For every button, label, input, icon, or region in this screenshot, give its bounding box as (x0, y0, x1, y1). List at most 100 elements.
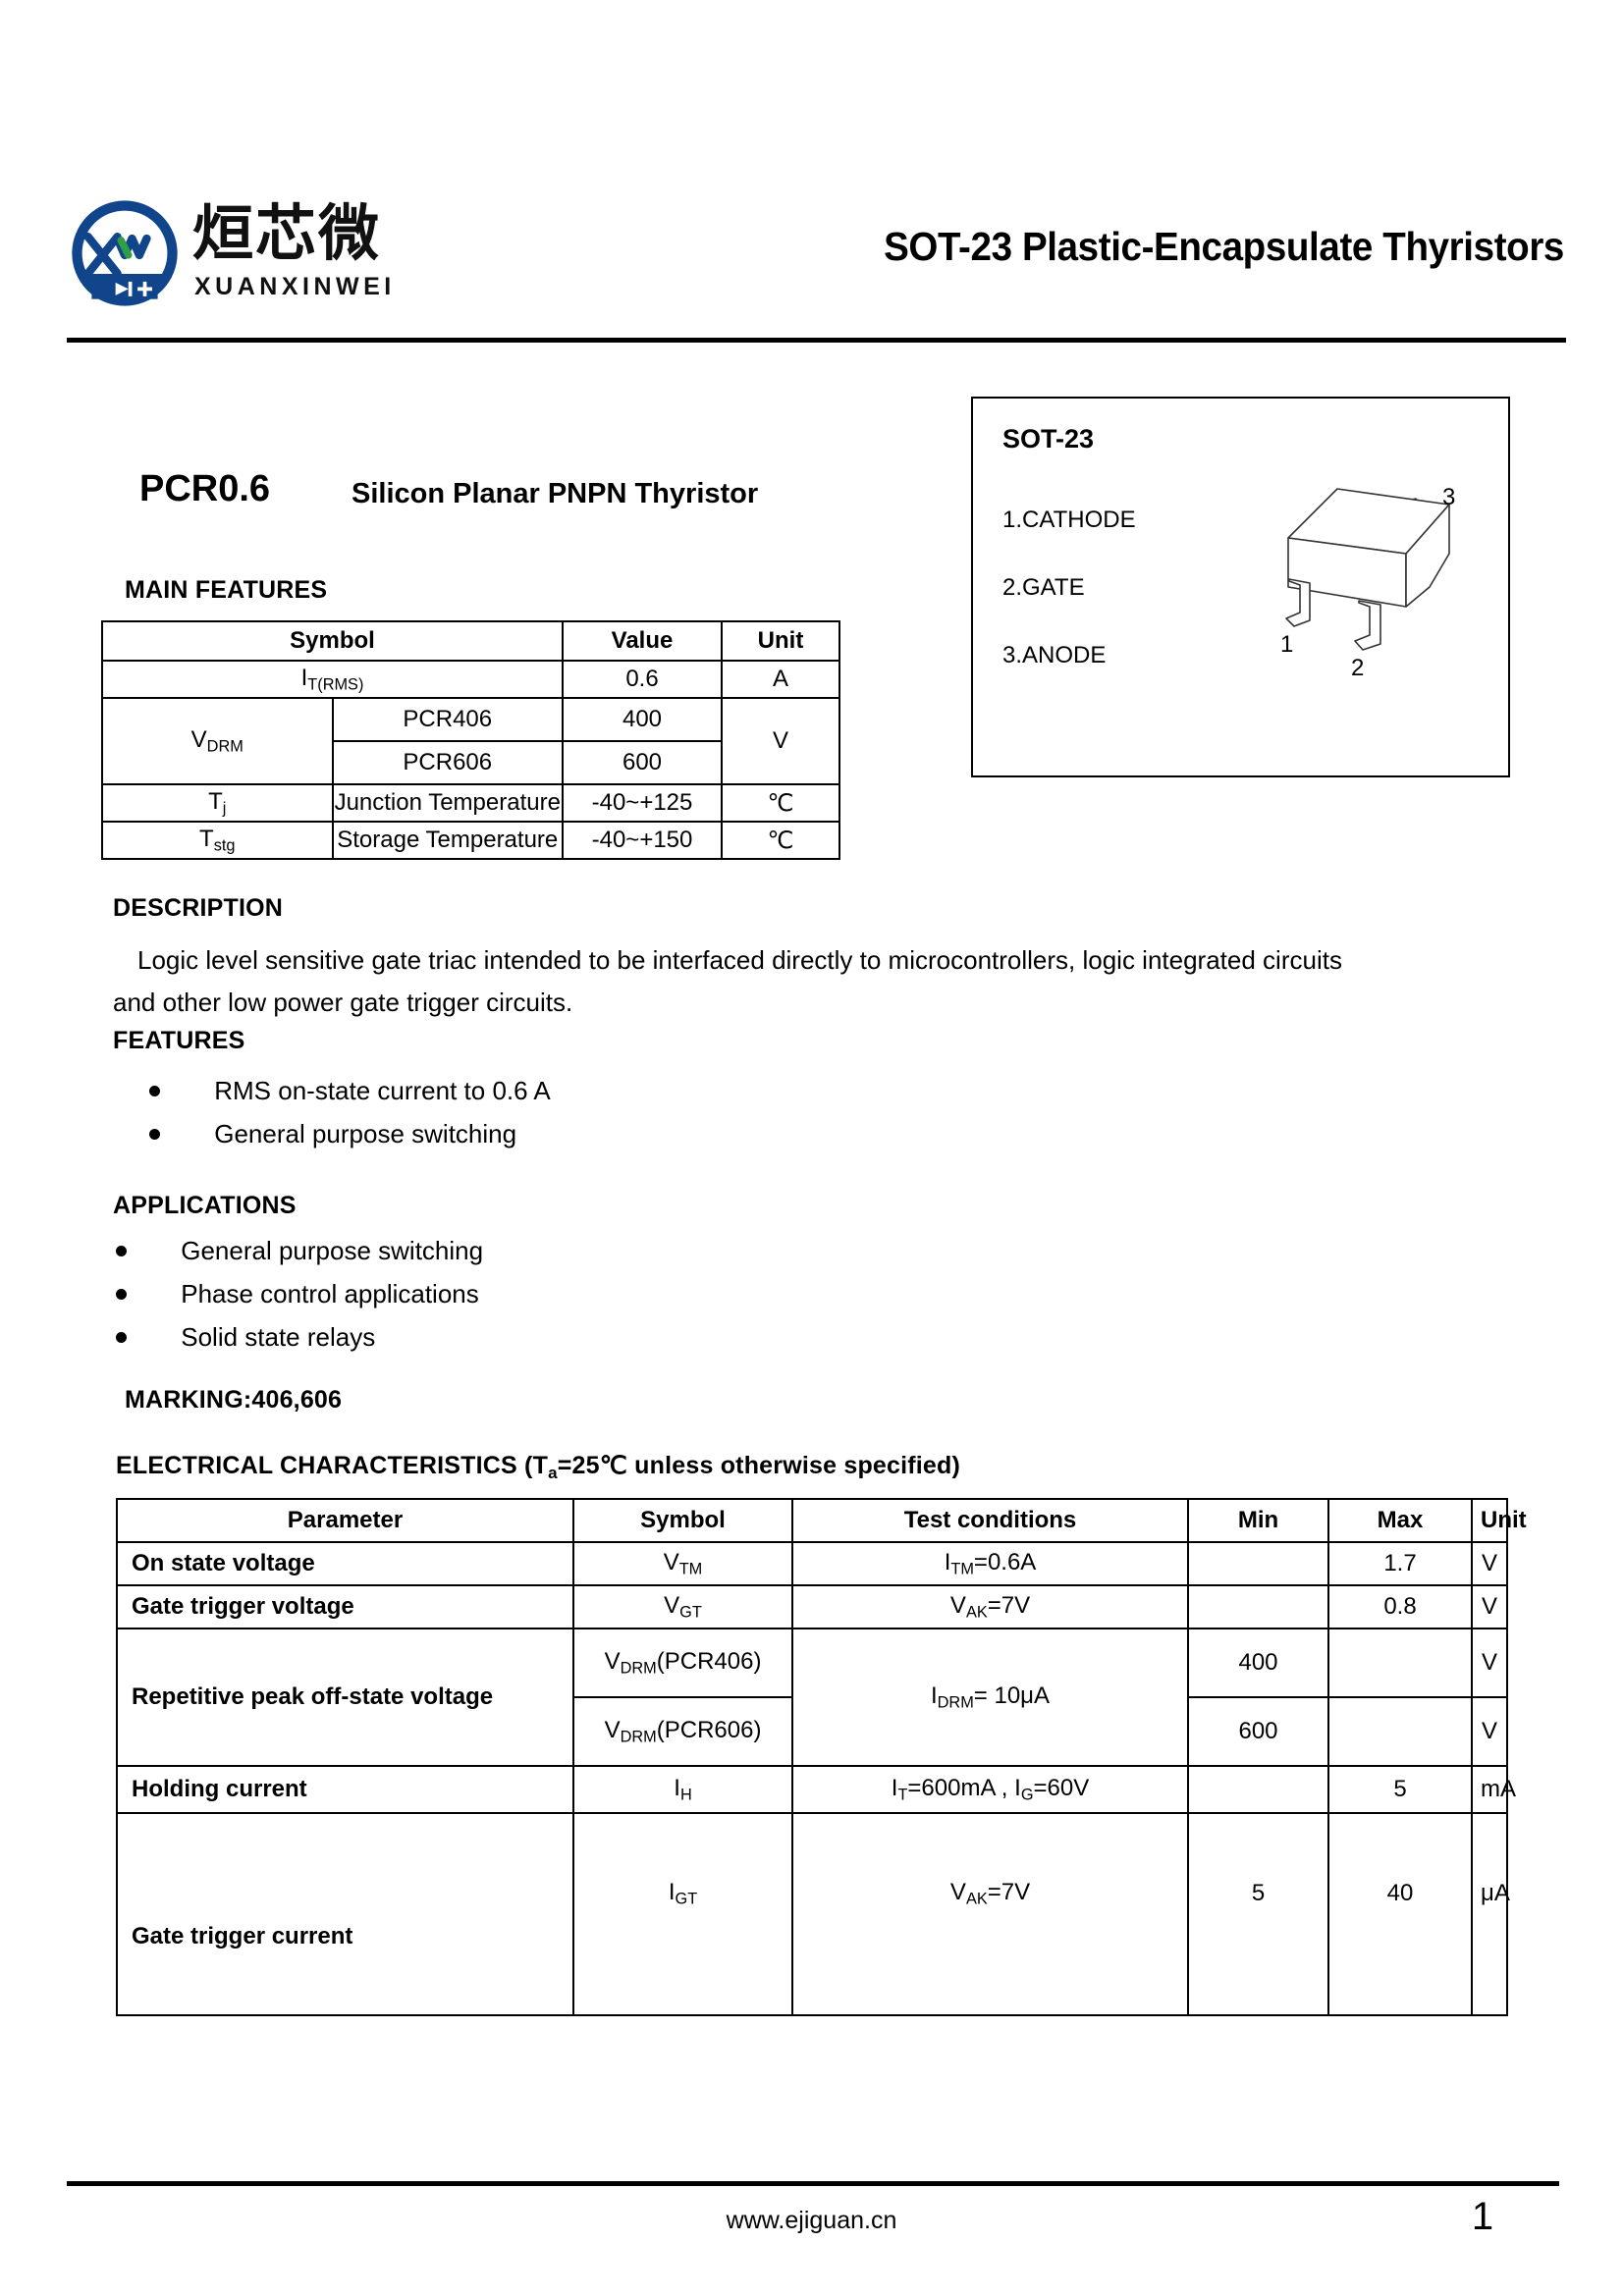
application-text: Solid state relays (181, 1322, 376, 1352)
cell-symbol: Tj (101, 783, 334, 823)
sot23-package-3d-icon: 3 1 2 (1280, 484, 1455, 681)
symbol-sub: DRM (620, 1659, 657, 1678)
page-number: 1 (1471, 2195, 1494, 2238)
table-row: Repetitive peak off-state voltage VDRM(P… (116, 1628, 1508, 1767)
table-row: VDRM PCR406 400 V (101, 697, 840, 785)
footer-url: www.ejiguan.cn (726, 2207, 897, 2234)
cell-value: -40~+125 (562, 783, 723, 823)
table-row: Holding current IH IT=600mA , IG=60V 5 m… (116, 1765, 1516, 1814)
col-value: Value (562, 620, 723, 662)
marking-label: MARKING:406,606 (125, 1386, 343, 1414)
symbol-main: V (604, 1716, 621, 1743)
page-header: 烜芯微 XUANXINWEI SOT-23 Plastic-Encapsulat… (67, 192, 1566, 342)
applications-heading: APPLICATIONS (113, 1192, 297, 1219)
cell-sub-label: PCR606 (331, 740, 564, 785)
cell-test-condition: IDRM= 10μA (791, 1628, 1189, 1767)
table-row: VDRM(PCR606) 600 V (117, 1696, 1508, 1767)
bullet-icon (116, 1332, 127, 1343)
table-row: Tstg Storage Temperature -40~+150 ℃ (101, 821, 840, 860)
description-heading: DESCRIPTION (113, 894, 284, 922)
cell-symbol: VGT (572, 1584, 793, 1629)
cell-value: 400 (562, 697, 723, 742)
symbol-sub: DRM (206, 737, 243, 756)
cond-post: =7V (987, 1878, 1031, 1905)
table-row: PCR606 600 (102, 740, 839, 785)
cell-unit: μA (1471, 1812, 1510, 2016)
main-features-table: Symbol Value Unit IT(RMS) 0.6 A VDRM PCR… (101, 620, 840, 860)
cell-unit: V (721, 697, 840, 785)
pin-label-1: 1.CATHODE (1002, 507, 1136, 533)
symbol-main: T (208, 787, 223, 815)
cell-symbol: VDRM (101, 697, 334, 785)
cell-parameter: Gate trigger voltage (116, 1584, 574, 1629)
cell-symbol: IH (572, 1765, 793, 1814)
cell-max (1327, 1628, 1473, 1698)
cell-unit: V (1471, 1584, 1508, 1629)
cond-post: =7V (987, 1591, 1031, 1619)
cell-value: 0.6 (562, 660, 723, 699)
cell-parameter: Holding current (116, 1765, 574, 1814)
company-logo: 烜芯微 XUANXINWEI (67, 192, 440, 310)
symbol-main: V (664, 1591, 680, 1619)
bullet-icon (149, 1086, 160, 1096)
cell-max (1327, 1696, 1473, 1767)
cell-label: Junction Temperature (331, 783, 564, 823)
col-unit: Unit (1471, 1498, 1527, 1543)
cell-unit: A (721, 660, 840, 699)
cell-unit: V (1471, 1541, 1508, 1586)
cell-min (1187, 1584, 1329, 1629)
ec-heading-pre: ELECTRICAL CHARACTERISTICS (T (116, 1452, 549, 1479)
brand-name-cn: 烜芯微 (192, 197, 382, 269)
application-text: General purpose switching (181, 1236, 484, 1265)
cell-test-condition: ITM=0.6A (791, 1541, 1189, 1586)
part-number: PCR0.6 (139, 468, 271, 509)
cell-symbol: Tstg (101, 821, 334, 860)
electrical-characteristics-table: Parameter Symbol Test conditions Min Max… (116, 1498, 1527, 2016)
description-line-2: and other low power gate trigger circuit… (113, 988, 573, 1017)
symbol-sub: TM (678, 1560, 703, 1578)
header-divider (67, 338, 1566, 343)
col-max: Max (1327, 1498, 1473, 1543)
cell-value: 600 (562, 740, 723, 785)
cell-min (1187, 1765, 1329, 1814)
cell-max: 40 (1327, 1812, 1473, 2016)
symbol-post: (PCR606) (656, 1716, 762, 1743)
list-item: Solid state relays (116, 1322, 375, 1353)
table-header-row: Parameter Symbol Test conditions Min Max… (116, 1498, 1527, 1543)
symbol-sub: T(RMS) (307, 675, 364, 694)
footer-divider (67, 2181, 1559, 2186)
col-symbol: Symbol (101, 620, 564, 662)
table-header-row: Symbol Value Unit (101, 620, 840, 662)
col-symbol: Symbol (572, 1498, 793, 1543)
cell-sub-label: PCR406 (331, 697, 564, 742)
cell-symbol: IT(RMS) (101, 660, 564, 699)
cell-unit: ℃ (721, 821, 840, 860)
cell-unit: ℃ (721, 783, 840, 823)
table-row: Gate trigger voltage VGT VAK=7V 0.8 V (116, 1584, 1508, 1629)
cell-max: 1.7 (1327, 1541, 1473, 1586)
table-row: Gate trigger current IGT VAK=7V 5 40 μA (116, 1812, 1510, 2016)
cell-min: 400 (1187, 1628, 1329, 1698)
list-item: RMS on-state current to 0.6 A (149, 1076, 551, 1106)
symbol-sub: H (679, 1786, 692, 1804)
cell-symbol: VDRM(PCR606) (572, 1696, 793, 1767)
features-heading: FEATURES (113, 1027, 245, 1054)
col-min: Min (1187, 1498, 1329, 1543)
feature-text: RMS on-state current to 0.6 A (214, 1076, 551, 1105)
cell-unit: V (1471, 1696, 1508, 1767)
cell-test-condition: VAK=7V (791, 1584, 1189, 1629)
xw-circle-diode-logo-icon (72, 200, 178, 306)
brand-name-en: XUANXINWEI (194, 273, 396, 300)
cond-main: I (930, 1682, 938, 1709)
cell-max: 0.8 (1327, 1584, 1473, 1629)
description-line-1: Logic level sensitive gate triac intende… (137, 945, 1342, 975)
col-parameter: Parameter (116, 1498, 574, 1543)
pin-number-1: 1 (1280, 631, 1293, 658)
symbol-sub: GT (679, 1603, 702, 1622)
table-row: On state voltage VTM ITM=0.6A 1.7 V (116, 1541, 1508, 1586)
package-outline-box: SOT-23 1.CATHODE 2.GATE 3.ANODE 3 1 2 (971, 397, 1510, 777)
cell-test-condition: IT=600mA , IG=60V (791, 1765, 1189, 1814)
feature-text: General purpose switching (214, 1119, 517, 1148)
electrical-characteristics-heading: ELECTRICAL CHARACTERISTICS (Ta=25℃ unles… (116, 1451, 960, 1483)
